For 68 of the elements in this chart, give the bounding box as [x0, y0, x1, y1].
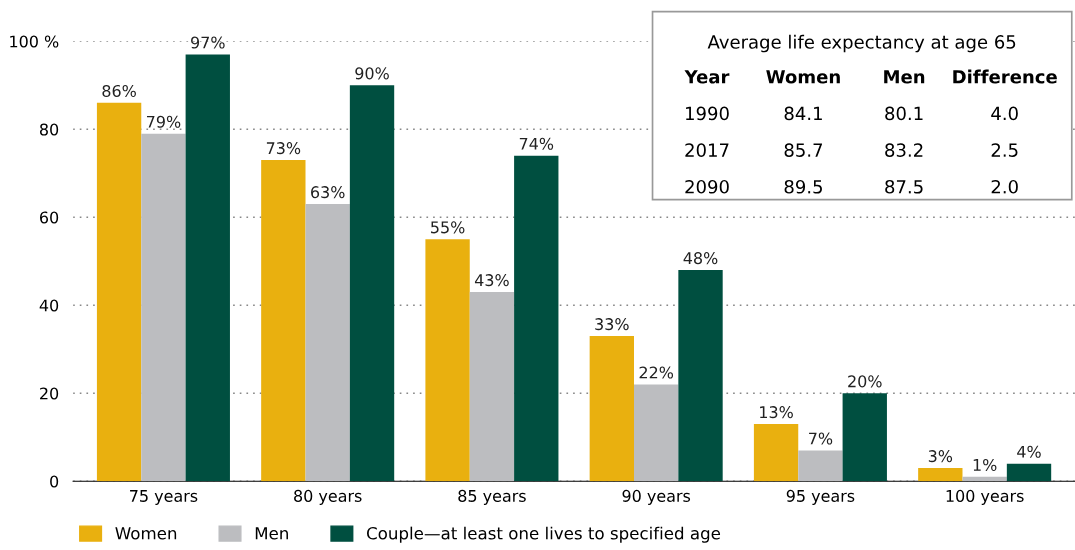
bar [798, 450, 843, 482]
y-tick-label: 20 [40, 387, 59, 400]
bar [96, 102, 142, 482]
data-label: 7% [809, 432, 833, 445]
annotation: 4.0 [991, 106, 1018, 121]
annotation: 84.1 [784, 106, 822, 121]
y-tick-label: 40 [39, 299, 59, 312]
bar [261, 160, 306, 482]
data-label: 73% [266, 142, 301, 155]
y-tick-label: 60 [40, 211, 59, 224]
data-label: 4% [1017, 445, 1041, 458]
data-label: 90% [355, 67, 389, 80]
data-label: 63% [311, 186, 345, 199]
bar [842, 393, 887, 482]
data-label: 55% [431, 221, 465, 234]
bar [634, 384, 679, 482]
annotation: Women [766, 70, 840, 84]
bar [918, 468, 963, 482]
annotation: 2017 [685, 143, 729, 157]
y-tick-label: 100 % [10, 35, 59, 48]
bar [514, 155, 559, 482]
x-tick-label: 75 years [130, 490, 198, 506]
annotation: 2090 [685, 179, 729, 194]
annotation: 80.1 [885, 106, 923, 121]
legend-label: Men [255, 527, 288, 540]
bar [425, 239, 470, 482]
annotation: Difference [953, 69, 1057, 84]
annotation: 89.5 [784, 179, 822, 194]
x-tick-label: 85 years [458, 489, 526, 506]
annotation: Men [884, 70, 925, 84]
annotation: 2.0 [991, 179, 1018, 194]
annotation: 2.5 [991, 143, 1018, 157]
legend-label: Couple—at least one lives to specified age [366, 526, 721, 543]
data-label: 43% [474, 274, 509, 287]
y-tick-label: 0 [50, 475, 59, 488]
x-tick-label: 100 years [946, 489, 1024, 506]
annotation: 87.5 [885, 179, 923, 194]
data-label: 1% [973, 458, 997, 471]
data-label: 13% [760, 406, 793, 419]
text: Average life expectancy at age 65 [707, 34, 1016, 53]
data-label: 22% [639, 366, 674, 379]
annotation: 1990 [686, 106, 729, 121]
bar [185, 54, 230, 482]
bar [753, 424, 799, 482]
y-tick-label: 80 [39, 123, 59, 136]
bar [962, 476, 1007, 482]
data-label: 20% [848, 375, 882, 388]
x-tick-label: 95 years [786, 489, 855, 506]
bar [349, 85, 395, 482]
data-label: 33% [595, 318, 629, 331]
data-label: 86% [102, 84, 136, 97]
data-label: 74% [519, 137, 554, 150]
legend-label: Women [115, 527, 177, 540]
bar [589, 336, 634, 482]
annotation: 85.7 [784, 143, 823, 157]
data-label: 97% [191, 36, 225, 49]
data-label: 3% [928, 450, 953, 463]
annotation: Year [684, 70, 730, 84]
x-tick-label: 90 years [622, 489, 691, 506]
data-label: 79% [147, 115, 181, 128]
annotation: 83.2 [885, 143, 923, 157]
bar [141, 133, 186, 482]
data-label: 48% [683, 252, 718, 265]
bar [305, 204, 350, 482]
x-tick-label: 80 years [294, 489, 362, 506]
bar [469, 292, 515, 482]
bar [678, 270, 723, 482]
bar [1006, 463, 1052, 482]
